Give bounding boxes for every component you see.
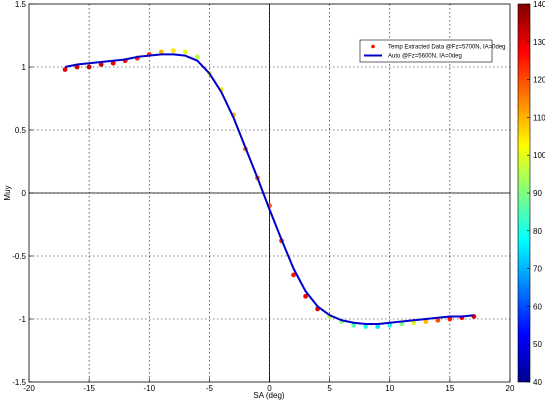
extracted-data-point	[182, 49, 188, 55]
colorbar-tick-label-7: 110	[533, 113, 545, 122]
legend-label-auto: Auto @Fz=5600N, IA=0deg	[388, 54, 462, 60]
extracted-data-point	[435, 317, 441, 323]
legend-marker-extracted	[371, 44, 375, 49]
colorbar-tick-label-9: 130	[533, 38, 545, 47]
extracted-data-point	[158, 49, 164, 55]
extracted-data-point	[303, 293, 308, 299]
extracted-data-point	[62, 67, 68, 72]
extracted-data-point	[399, 321, 405, 327]
x-tick-label-1: -15	[83, 384, 95, 393]
extracted-data-point	[194, 54, 200, 60]
colorbar-tick-label-3: 70	[533, 265, 542, 274]
legend-box	[359, 39, 493, 63]
series-layer	[62, 48, 477, 329]
extracted-data-point	[375, 324, 381, 329]
extracted-data-point	[423, 319, 429, 324]
x-tick-label-3: -5	[206, 384, 214, 393]
x-tick-label-5: 5	[327, 384, 332, 393]
x-axis-label: SA (deg)	[253, 391, 284, 400]
y-tick-label-2: -0.5	[12, 252, 26, 261]
colorbar-tick-label-1: 50	[533, 340, 542, 349]
extracted-data-point	[110, 60, 116, 66]
extracted-data-point	[411, 320, 417, 326]
x-tick-label-6: 10	[385, 384, 394, 393]
colorbar-tick-label-2: 60	[533, 302, 542, 311]
extracted-data-point	[363, 324, 369, 329]
extracted-data-point	[86, 64, 92, 70]
auto-fit-line	[64, 53, 475, 326]
x-tick-label-4: 0	[267, 384, 272, 393]
extracted-data-point	[387, 322, 393, 328]
legend-label-extracted: Temp Extracted Data @Fz=5700N, IA=0deg	[388, 45, 506, 51]
y-tick-label-3: 0	[22, 189, 27, 198]
x-tick-label-8: 20	[506, 384, 515, 393]
colorbar-tick-label-10: 140	[533, 0, 545, 9]
colorbar-ticks: 40 50 60 70 80 90 100 110 120 130 140	[527, 0, 545, 387]
y-tick-label-6: 1.5	[15, 0, 27, 9]
y-tick-label-1: -1	[19, 315, 27, 324]
colorbar-tick-label-4: 80	[533, 227, 542, 236]
x-tick-label-2: -10	[143, 384, 155, 393]
extracted-data-point	[447, 316, 453, 322]
extracted-data-point	[291, 272, 296, 278]
x-tick-label-7: 15	[445, 384, 454, 393]
extracted-data-point	[74, 64, 80, 70]
y-tick-label-5: 1	[22, 63, 27, 72]
x-tick-label-0: -20	[23, 384, 35, 393]
colorbar-tick-label-0: 40	[533, 378, 542, 387]
legend: Temp Extracted Data @Fz=5700N, IA=0deg A…	[359, 39, 506, 63]
colorbar-tick-label-8: 120	[533, 76, 545, 85]
colorbar: 40 50 60 70 80 90 100 110 120 130 140	[517, 0, 545, 387]
y-axis-label: Muy	[3, 185, 12, 200]
y-tick-label-0: -1.5	[12, 378, 26, 387]
y-ticks: -1.5 -1 -0.5 0 0.5 1 1.5	[12, 0, 33, 387]
extracted-data-point	[170, 48, 176, 54]
zero-axes	[29, 4, 510, 382]
x-ticks: -20 -15 -10 -5 0 5 10 15 20	[23, 378, 515, 393]
y-tick-label-4: 0.5	[15, 126, 27, 135]
extracted-data-point	[351, 322, 357, 328]
extracted-data-point	[98, 62, 104, 67]
colorbar-tick-label-5: 90	[533, 189, 542, 198]
colorbar-tick-label-6: 100	[533, 151, 545, 160]
